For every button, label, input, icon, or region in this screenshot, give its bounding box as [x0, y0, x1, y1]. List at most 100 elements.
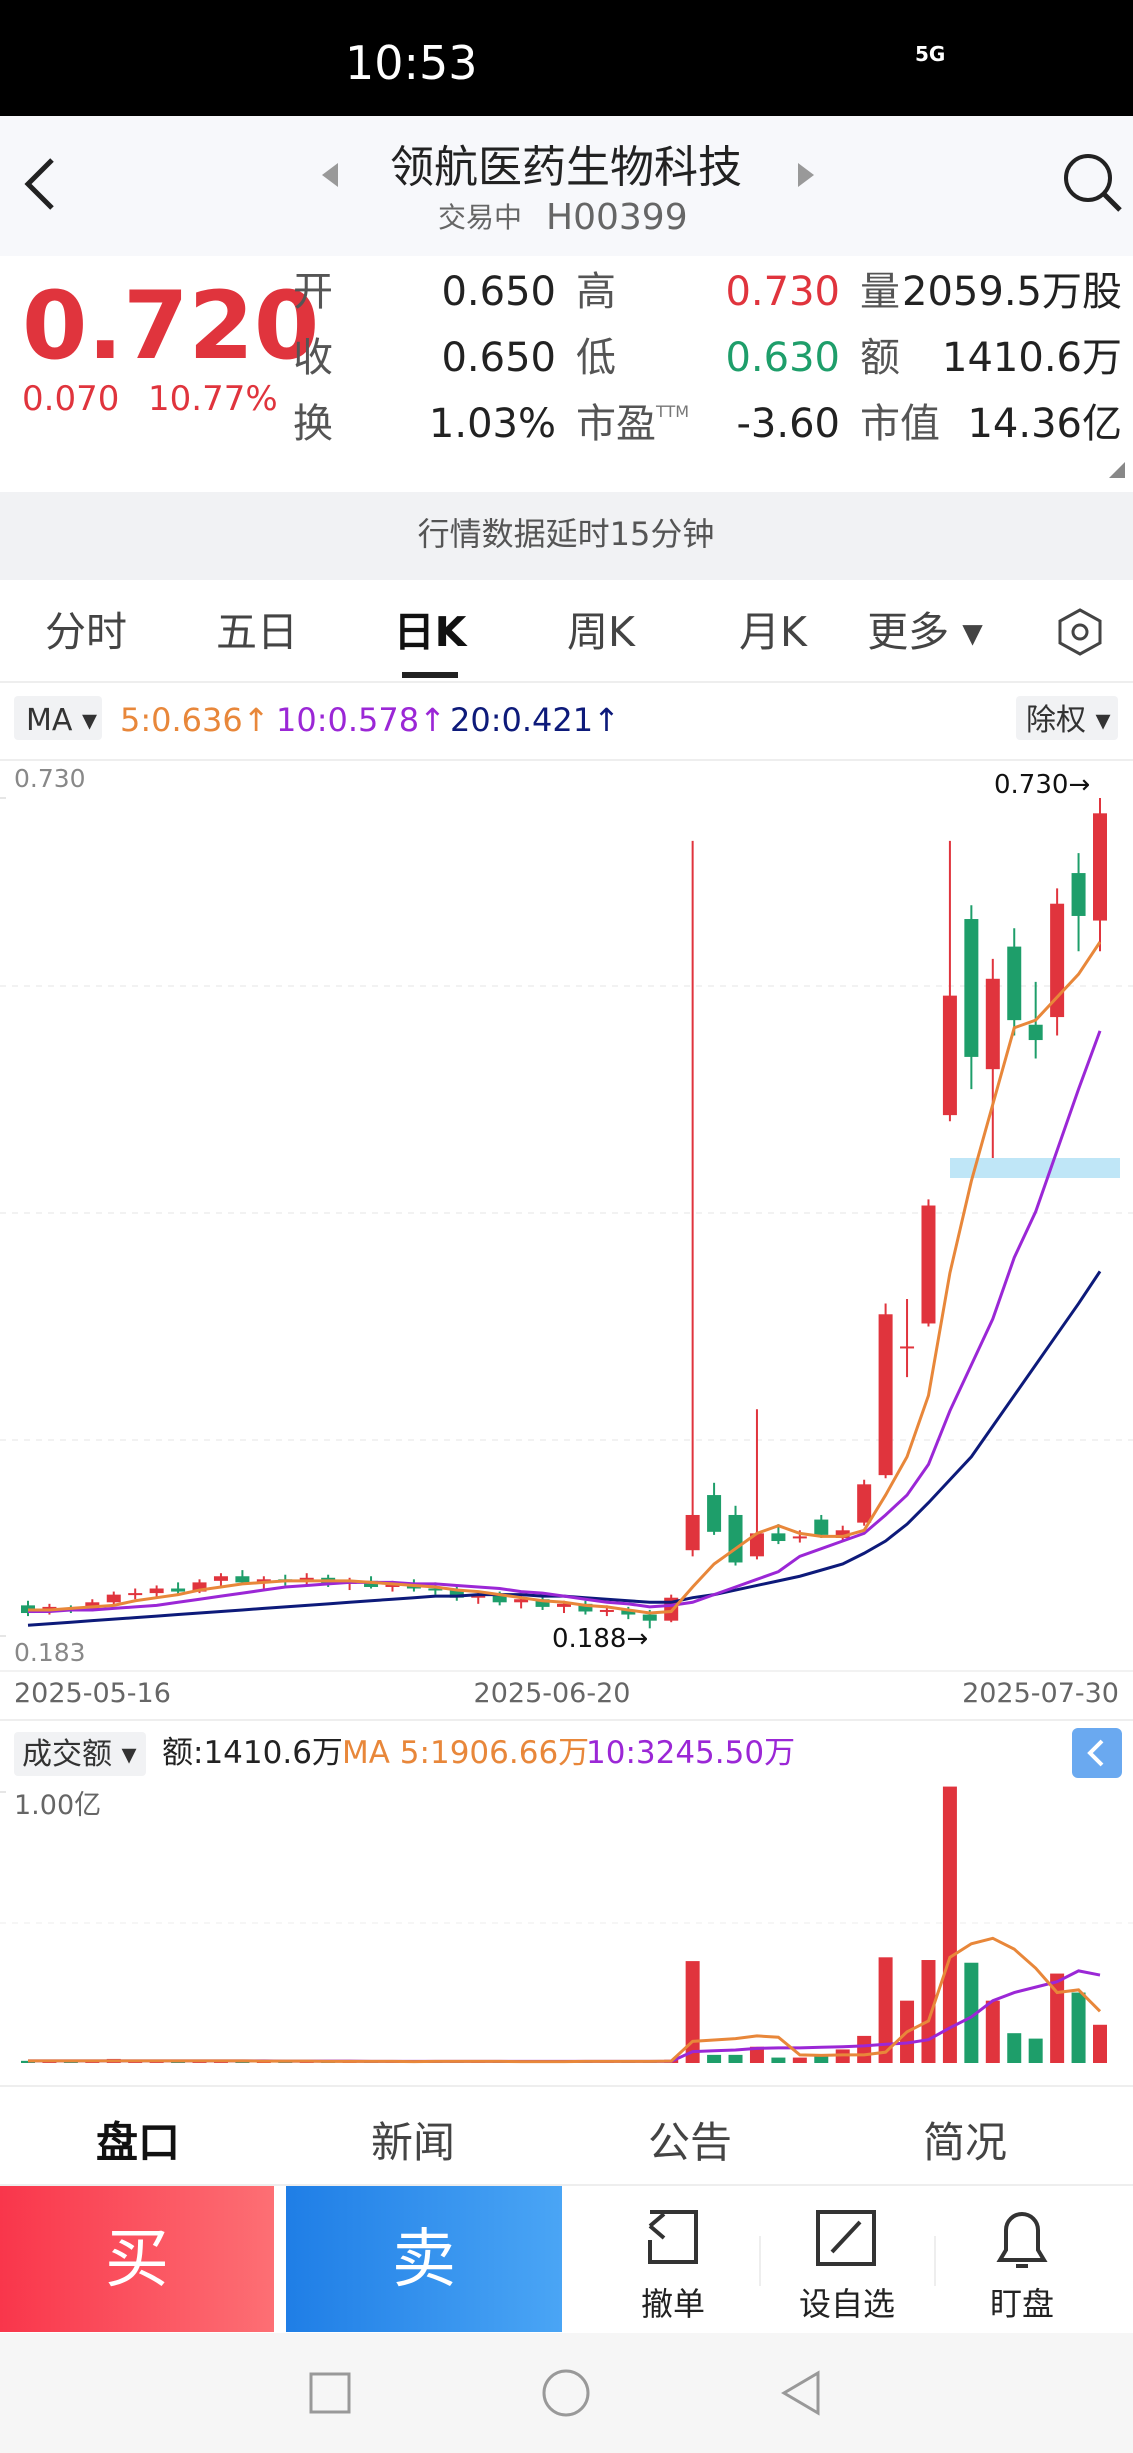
candle-body	[299, 1577, 314, 1581]
volume-bar	[942, 1786, 957, 2063]
tab[interactable]: 周K	[567, 608, 635, 656]
quote-value: 14.36亿	[967, 401, 1122, 447]
volume-ma10-line	[28, 1969, 1101, 2063]
candle-body	[149, 1588, 164, 1594]
quote-label: 收	[293, 335, 333, 381]
volume-bar	[1028, 2038, 1043, 2063]
nav-back[interactable]	[781, 2370, 820, 2416]
cancel-icon	[648, 2210, 698, 2264]
candle-body	[621, 1609, 636, 1615]
ma-selector[interactable]: MA ▾	[26, 703, 98, 738]
volume-bar	[1050, 1973, 1065, 2063]
candle-body	[835, 1530, 850, 1538]
candle-body	[128, 1593, 143, 1596]
volume-bar	[857, 2035, 872, 2063]
bottom-tab[interactable]: 简况	[922, 2118, 1008, 2167]
quote-label: 高	[576, 269, 616, 315]
ma5-label: 5:0.636↑	[120, 701, 270, 739]
candle-body	[235, 1576, 250, 1583]
volume-bar	[1007, 2033, 1022, 2063]
candle-body	[642, 1614, 657, 1621]
quote-label: 额	[860, 335, 900, 381]
cancel-order[interactable]: 撤单	[640, 2285, 706, 2323]
status-time: 10:53	[345, 36, 478, 90]
quote-value: 0.650	[441, 269, 556, 315]
bottom-tab[interactable]: 公告	[647, 2118, 733, 2167]
tab-underline	[402, 672, 458, 678]
price: 0.720	[22, 272, 320, 381]
candle-body	[192, 1582, 207, 1592]
candle-body	[1007, 946, 1022, 1021]
quote-value: 0.650	[441, 335, 556, 381]
ma10-label: 10:0.578↑	[276, 701, 446, 739]
volume-ma5: MA 5:1906.66万	[342, 1735, 590, 1771]
volume-bar	[964, 1962, 979, 2063]
volume-bar	[685, 1961, 700, 2063]
next-icon	[798, 163, 814, 187]
adjust-bg[interactable]	[1016, 696, 1118, 740]
volume-bar	[814, 2054, 829, 2063]
candle-body	[878, 1314, 893, 1476]
candle-body	[213, 1576, 228, 1581]
volume-select-bg[interactable]	[14, 1732, 146, 1776]
quote-label: 量	[860, 269, 900, 315]
volume-amount: 额:1410.6万	[162, 1735, 343, 1771]
tab[interactable]: 五日	[216, 608, 298, 656]
quote-value: 1410.6万	[942, 335, 1122, 381]
candle-body	[578, 1603, 593, 1612]
candle-body	[1028, 1024, 1043, 1041]
tab[interactable]: 月K	[739, 608, 807, 656]
collapse-btn[interactable]	[1072, 1728, 1122, 1778]
watch-icon	[816, 2210, 876, 2266]
candle-body	[728, 1514, 743, 1563]
candle-body	[471, 1594, 486, 1598]
tab[interactable]: 分时	[45, 608, 127, 656]
tab[interactable]: 更多 ▾	[867, 608, 983, 656]
nav-home[interactable]	[542, 2369, 590, 2417]
search-icon	[1102, 192, 1122, 212]
high-annotation: 0.730→	[994, 770, 1091, 800]
candle-body	[985, 978, 1000, 1070]
adjust-selector[interactable]: 除权 ▾	[1026, 703, 1111, 738]
sell-button[interactable]	[286, 2186, 562, 2332]
add-watchlist[interactable]: 设自选	[798, 2285, 896, 2323]
kline-chart	[0, 797, 1107, 1637]
monitor[interactable]: 盯盘	[989, 2285, 1055, 2323]
ma5-text: 5:0.636	[120, 701, 243, 739]
volume-bar	[1071, 1992, 1086, 2063]
candle-body	[685, 1514, 700, 1551]
volume-ma5-line	[28, 1936, 1102, 2064]
bottom-tab[interactable]: 新闻	[370, 2118, 456, 2167]
price-change-pct: 10.77%	[148, 379, 278, 419]
tab[interactable]: 日K	[393, 608, 467, 656]
trade-state: 交易中	[438, 201, 523, 234]
nav-recent[interactable]	[309, 2372, 351, 2414]
nav-bar	[0, 2333, 1133, 2453]
bottom-tab[interactable]: 盘口	[95, 2118, 181, 2167]
candle-body	[385, 1583, 400, 1587]
candle-body	[857, 1484, 872, 1523]
candle-body	[428, 1588, 443, 1591]
adjust-text: 除权	[1026, 703, 1086, 738]
monitor-icon	[996, 2212, 1048, 2268]
candle-body	[1050, 903, 1065, 1018]
price-change: 0.070	[22, 379, 120, 419]
watch-icon	[830, 2220, 862, 2254]
volume-selector[interactable]: 成交额 ▾	[22, 1737, 137, 1772]
quote-value: -3.60	[736, 401, 841, 447]
candle-body	[599, 1609, 614, 1612]
quote-value: 2059.5万股	[902, 269, 1122, 315]
buy-button[interactable]	[0, 2186, 274, 2332]
ma10-text: 10:0.578	[276, 701, 420, 739]
candle-body	[364, 1580, 379, 1587]
candle-body	[535, 1599, 550, 1607]
notice-bg	[0, 492, 1133, 580]
volume-tick-label: 1.00亿	[14, 1790, 102, 1821]
prev-icon	[322, 163, 338, 187]
stock-code: H00399	[546, 197, 688, 238]
header-bg	[0, 116, 1133, 256]
low-annotation: 0.188→	[552, 1624, 649, 1654]
ma-select-bg[interactable]	[14, 696, 102, 740]
